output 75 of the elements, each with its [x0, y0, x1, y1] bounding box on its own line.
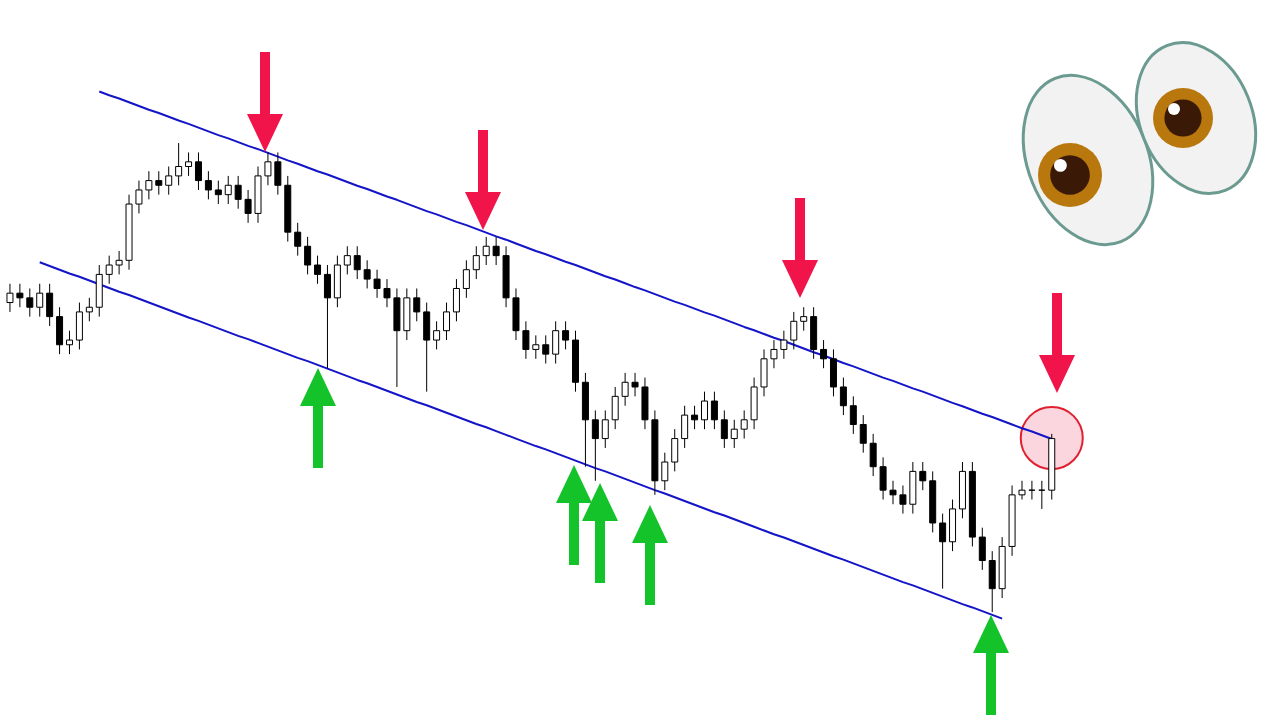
candlestick [770, 339, 778, 369]
candlestick [611, 386, 619, 430]
candlestick [433, 320, 441, 350]
candlestick [522, 320, 530, 360]
candlestick [621, 372, 629, 407]
candlestick [175, 142, 183, 186]
candlestick [105, 255, 113, 285]
candlestick [26, 287, 34, 318]
candlestick [204, 170, 212, 200]
candlestick [939, 513, 947, 590]
candlestick [820, 339, 828, 369]
candlestick [839, 377, 847, 416]
candlestick [671, 428, 679, 472]
candlestick [234, 175, 242, 210]
candlestick [591, 409, 599, 482]
candlestick [800, 306, 808, 332]
candlestick [363, 259, 371, 289]
candlestick [274, 151, 282, 196]
candlestick [185, 151, 193, 177]
candlestick [214, 180, 222, 205]
candlestick [849, 395, 857, 435]
candlestick [780, 330, 788, 360]
candlestick [790, 311, 798, 350]
candlestick [492, 236, 500, 266]
candlestick [681, 405, 689, 449]
candlestick [740, 409, 748, 440]
candlestick [224, 175, 232, 205]
candlestick [879, 456, 887, 501]
candlestick [552, 320, 560, 365]
candlestick [462, 259, 470, 299]
candlestick [691, 405, 699, 430]
candlestick [859, 414, 867, 454]
candlestick [353, 245, 361, 280]
candlestick [532, 334, 540, 360]
candlestick [165, 166, 173, 196]
candlestick [452, 278, 460, 322]
candlestick [314, 255, 322, 285]
candlestick [869, 433, 877, 477]
candlestick [482, 236, 490, 266]
candlestick [562, 320, 570, 350]
candlestick [383, 278, 391, 308]
candlestick [661, 452, 669, 491]
candlestick [65, 330, 73, 355]
candlestick [631, 372, 639, 397]
candlestick [472, 245, 480, 280]
candlestick [373, 269, 381, 299]
candlestick [115, 250, 123, 275]
candlestick [413, 287, 421, 322]
candlestick [899, 484, 907, 515]
candlestick [264, 151, 272, 186]
candlestick [46, 283, 54, 327]
candlestick [16, 283, 24, 308]
candlestick [601, 409, 609, 449]
candlestick [443, 302, 451, 341]
candlestick [730, 419, 738, 449]
candlestick [244, 189, 252, 224]
candlestick [323, 264, 331, 369]
candlestick [700, 391, 708, 430]
candlestick [542, 334, 550, 365]
candlestick [1018, 480, 1026, 501]
candlestick [889, 480, 897, 505]
candlestick [710, 391, 718, 430]
candlestick [720, 409, 728, 449]
candlestick [919, 461, 927, 491]
candlestick [85, 297, 93, 322]
candlestick [145, 170, 153, 200]
candlestick [135, 180, 143, 214]
candlestick [294, 222, 302, 257]
candlestick [343, 245, 351, 275]
candlestick [978, 527, 986, 571]
candlestick [304, 236, 312, 275]
candlestick [155, 170, 163, 196]
candlestick [36, 283, 44, 318]
candlestick [6, 283, 14, 313]
candlestick [194, 151, 202, 191]
